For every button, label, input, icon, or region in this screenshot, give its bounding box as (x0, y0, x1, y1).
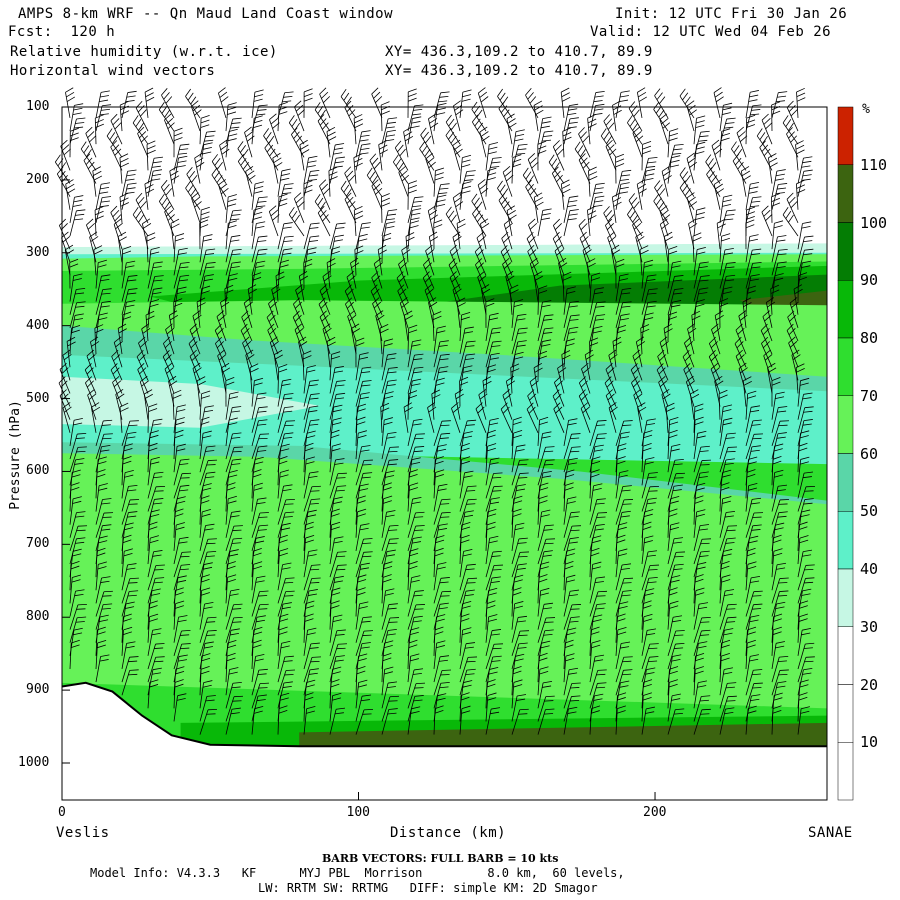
x-left-endpoint: Veslis (56, 825, 110, 841)
colorbar-swatch (837, 106, 854, 165)
y-tick-label: 300 (26, 244, 50, 260)
y-tick-label: 900 (26, 682, 50, 698)
wind-barb-layer (54, 87, 816, 735)
colorbar-unit: % (862, 102, 870, 117)
y-tick-label: 100 (26, 99, 50, 114)
colorbar-label: 60 (860, 444, 879, 463)
colorbar (837, 106, 854, 801)
valid-time: Valid: 12 UTC Wed 04 Feb 26 (590, 24, 832, 40)
colorbar-label: 80 (860, 329, 879, 347)
model-title: AMPS 8-km WRF -- Qn Maud Land Coast wind… (18, 6, 394, 22)
y-tick-label: 400 (26, 317, 50, 333)
colorbar-swatch (837, 742, 854, 801)
barb-note: BARB VECTORS: FULL BARB = 10 kts (322, 852, 559, 865)
colorbar-swatch (837, 222, 854, 281)
x-axis-title: Distance (km) (390, 825, 507, 841)
colorbar-swatch (837, 395, 854, 454)
field-1-name: Relative humidity (w.r.t. ice) (10, 44, 278, 60)
x-tick-label: 200 (643, 805, 667, 820)
colorbar-label: 10 (860, 733, 879, 752)
field-2-name: Horizontal wind vectors (10, 63, 216, 79)
forecast-hour: Fcst: 120 h (8, 24, 116, 40)
model-info-line-2: LW: RRTM SW: RRTMG DIFF: simple KM: 2D S… (258, 881, 598, 895)
init-time: Init: 12 UTC Fri 30 Jan 26 (615, 6, 848, 22)
colorbar-label: 90 (860, 271, 879, 290)
colorbar-label: 100 (860, 213, 888, 232)
y-axis-title: Pressure (hPa) (8, 400, 23, 510)
rh-fill-layer (62, 107, 828, 764)
y-tick-label: 700 (26, 536, 50, 552)
rh-region-30-40-dry (62, 376, 320, 428)
y-tick-label: 1000 (18, 755, 50, 770)
colorbar-swatch (837, 164, 854, 223)
rh-region-40-50-mid (62, 354, 827, 465)
y-tick-label: 600 (26, 463, 50, 479)
colorbar-label: 30 (860, 617, 879, 636)
below-ground (62, 682, 827, 800)
terrain-layer (61, 681, 827, 800)
plot-frame (61, 106, 828, 801)
colorbar-label: 40 (860, 560, 879, 578)
colorbar-label: 70 (860, 386, 879, 405)
y-tick-label: 800 (26, 609, 50, 625)
colorbar-swatch (837, 568, 854, 627)
x-right-endpoint: SANAE (808, 825, 853, 841)
colorbar-swatch (837, 280, 854, 339)
y-tick-label: 200 (26, 171, 50, 187)
field-1-xy: XY= 436.3,109.2 to 410.7, 89.9 (385, 44, 653, 60)
terrain-line (61, 681, 827, 748)
x-tick-label: 100 (346, 805, 370, 820)
colorbar-label: 110 (860, 155, 888, 174)
field-2-xy: XY= 436.3,109.2 to 410.7, 89.9 (385, 63, 653, 79)
colorbar-swatch (837, 511, 854, 570)
colorbar-swatch (837, 684, 854, 743)
colorbar-swatch (837, 453, 854, 512)
model-info-line-1: Model Info: V4.3.3 KF MYJ PBL Morrison 8… (90, 866, 625, 880)
colorbar-swatch (837, 337, 854, 396)
x-tick-label: 0 (58, 805, 66, 820)
colorbar-swatch (837, 626, 854, 685)
colorbar-label: 50 (860, 502, 879, 521)
axis-ticks (61, 106, 656, 800)
y-tick-label: 500 (26, 390, 50, 406)
colorbar-label: 20 (860, 675, 879, 694)
